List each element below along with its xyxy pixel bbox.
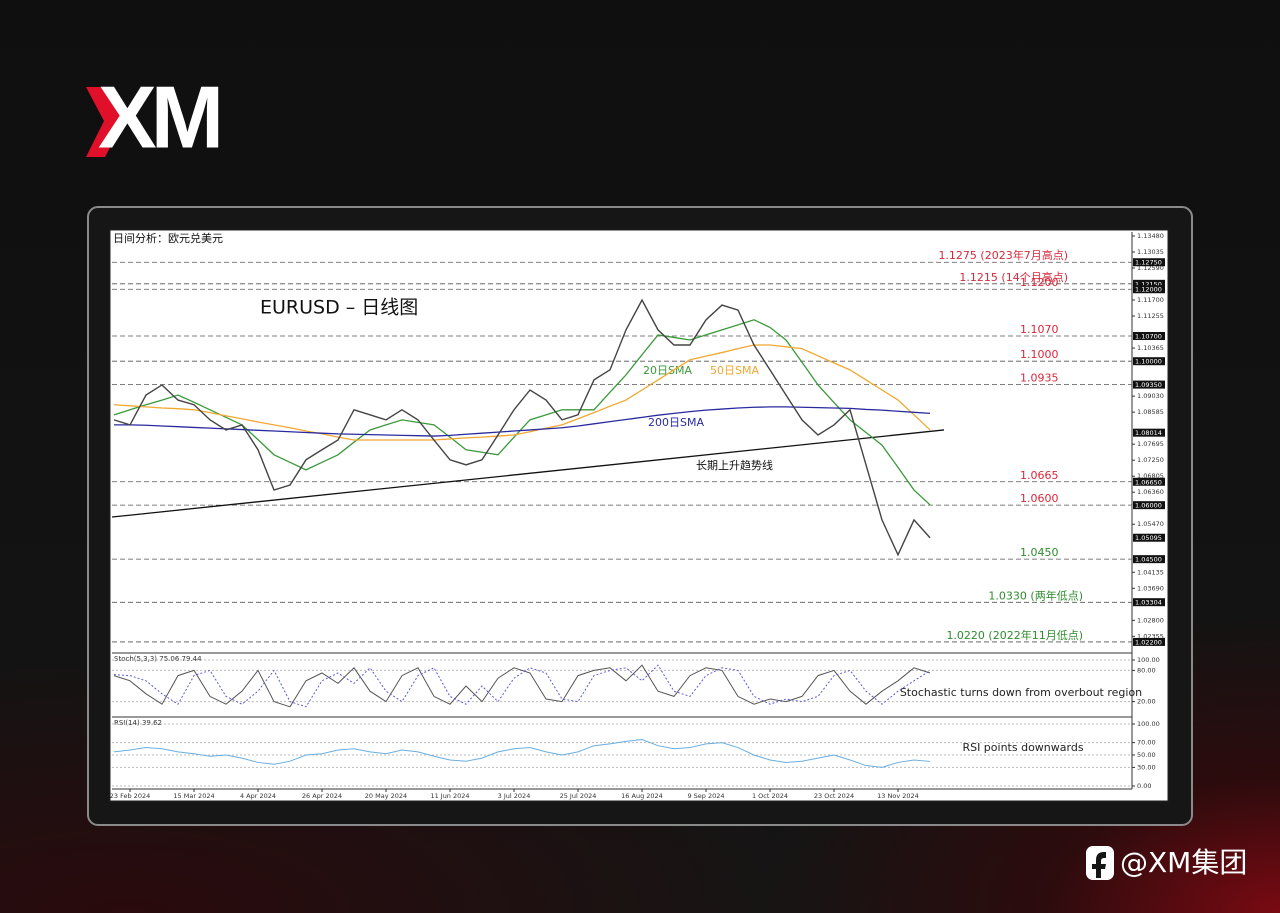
level-label: 1.0220 (2022年11月低点) xyxy=(946,628,1083,642)
logo-mark xyxy=(86,87,124,157)
axis-tag-label: 1.08014 xyxy=(1135,429,1162,437)
axis-tag xyxy=(1133,637,1165,646)
level-label: 1.0330 (两年低点) xyxy=(988,588,1083,602)
level-label: 1.0450 xyxy=(1020,546,1059,559)
series-label: 50日SMA xyxy=(710,364,759,377)
level-label: 1.0600 xyxy=(1020,492,1059,505)
series-line xyxy=(113,344,931,441)
axis-tag-label: 1.12000 xyxy=(1135,286,1162,294)
axis-tag xyxy=(1133,332,1165,341)
axis-tag-label: 1.06000 xyxy=(1135,502,1162,510)
axis-tag xyxy=(1133,258,1165,267)
x-tick-label: 25 Jul 2024 xyxy=(560,792,597,800)
axis-tag xyxy=(1133,477,1165,486)
y-tick-label: 20.00 xyxy=(1137,698,1156,706)
level-label: 1.0665 xyxy=(1020,469,1059,482)
pane-title: RSI(14) 39.62 xyxy=(114,719,162,727)
axis-tag-label: 1.04500 xyxy=(1135,556,1162,564)
logo: XM xyxy=(98,67,219,166)
y-tick-label: 100.00 xyxy=(1137,656,1160,664)
pane-title: Stoch(5,3,3) 75.06 79.44 xyxy=(114,655,202,663)
x-tick-label: 9 Sep 2024 xyxy=(687,792,724,800)
x-tick-label: 4 Apr 2024 xyxy=(240,792,276,800)
y-tick-label: 1.05470 xyxy=(1137,520,1164,528)
y-tick-label: 1.11700 xyxy=(1137,296,1164,304)
y-tick-label: 1.07695 xyxy=(1137,440,1164,448)
axis-tag xyxy=(1133,501,1165,510)
axis-tag xyxy=(1133,357,1165,366)
series-label: 200日SMA xyxy=(648,416,704,429)
x-tick-label: 20 May 2024 xyxy=(365,792,407,800)
social-icon-glyph xyxy=(1092,852,1106,878)
axis-tag-label: 1.06650 xyxy=(1135,478,1162,486)
chart-title: 日间分析：欧元兑美元 xyxy=(113,231,223,245)
y-tick-label: 1.06805 xyxy=(1137,472,1164,480)
axis-tag xyxy=(1133,555,1165,564)
x-tick-label: 16 Aug 2024 xyxy=(621,792,663,800)
y-tick-label: 1.11255 xyxy=(1137,312,1164,320)
y-tick-label: 1.08585 xyxy=(1137,408,1164,416)
y-tick-label: 0.00 xyxy=(1137,782,1151,790)
y-tick-label: 80.00 xyxy=(1137,666,1156,674)
x-tick-label: 11 Jun 2024 xyxy=(430,792,469,800)
y-tick-label: 1.02800 xyxy=(1137,616,1164,624)
level-label: 1.1000 xyxy=(1020,348,1059,361)
x-tick-label: 15 Mar 2024 xyxy=(173,792,214,800)
axis-tag-label: 1.10000 xyxy=(1135,358,1162,366)
axis-tag-label: 1.09350 xyxy=(1135,381,1162,389)
x-tick-label: 1 Oct 2024 xyxy=(752,792,788,800)
y-tick-label: 70.00 xyxy=(1137,739,1156,747)
y-tick-label: 1.03690 xyxy=(1137,584,1164,592)
y-tick-label: 1.02355 xyxy=(1137,632,1164,640)
y-tick-label: 1.13035 xyxy=(1137,248,1164,256)
y-tick-label: 1.12590 xyxy=(1137,264,1164,272)
trendline xyxy=(111,429,945,518)
x-tick-label: 13 Nov 2024 xyxy=(877,792,919,800)
y-tick-label: 1.10365 xyxy=(1137,344,1164,352)
x-tick-label: 23 Oct 2024 xyxy=(814,792,854,800)
axis-tag-label: 1.12750 xyxy=(1135,259,1162,267)
x-tick-label: 26 Apr 2024 xyxy=(302,792,342,800)
y-tick-label: 1.13480 xyxy=(1137,232,1164,240)
chart-subtitle: EURUSD – 日线图 xyxy=(260,297,418,319)
series-line xyxy=(113,738,931,768)
x-tick-label: 3 Jul 2024 xyxy=(498,792,531,800)
y-tick-label: 30.00 xyxy=(1137,763,1156,771)
annotation: RSI points downwards xyxy=(962,741,1083,754)
axis-tag xyxy=(1133,285,1165,294)
axis-tag-label: 1.03304 xyxy=(1135,599,1162,607)
level-label: 1.0935 xyxy=(1020,372,1059,385)
axis-tag xyxy=(1133,380,1165,389)
y-tick-label: 1.07250 xyxy=(1137,456,1164,464)
axis-tag-label: 1.12150 xyxy=(1135,280,1162,288)
series-line xyxy=(113,319,931,506)
y-tick-label: 1.06360 xyxy=(1137,488,1164,496)
series-line xyxy=(113,664,931,708)
axis-tag xyxy=(1133,279,1165,288)
y-tick-label: 1.04135 xyxy=(1137,568,1164,576)
footer-handle: @XM集团 xyxy=(1120,846,1247,879)
level-label: 1.1215 (14个月高点) xyxy=(959,270,1068,284)
series-line xyxy=(113,298,931,557)
y-tick-label: 1.09030 xyxy=(1137,392,1164,400)
series-line xyxy=(113,664,931,708)
axis-tag xyxy=(1133,598,1165,607)
x-tick-label: 23 Feb 2024 xyxy=(110,792,150,800)
y-tick-label: 50.00 xyxy=(1137,751,1156,759)
axis-tag xyxy=(1133,428,1165,437)
series-label: 20日SMA xyxy=(643,364,692,377)
annotation: Stochastic turns down from overbout regi… xyxy=(900,686,1142,699)
y-tick-label: 100.00 xyxy=(1137,720,1160,728)
axis-tag-label: 1.10700 xyxy=(1135,333,1162,341)
trendline-label: 长期上升趋势线 xyxy=(696,458,773,472)
level-label: 1.1275 (2023年7月高点) xyxy=(938,248,1068,262)
axis-tag-label: 1.05095 xyxy=(1135,534,1162,542)
axis-tag xyxy=(1133,533,1165,542)
level-label: 1.1070 xyxy=(1020,323,1059,336)
level-label: 1.1200 xyxy=(1020,276,1059,289)
axis-tag-label: 1.02200 xyxy=(1135,638,1162,646)
